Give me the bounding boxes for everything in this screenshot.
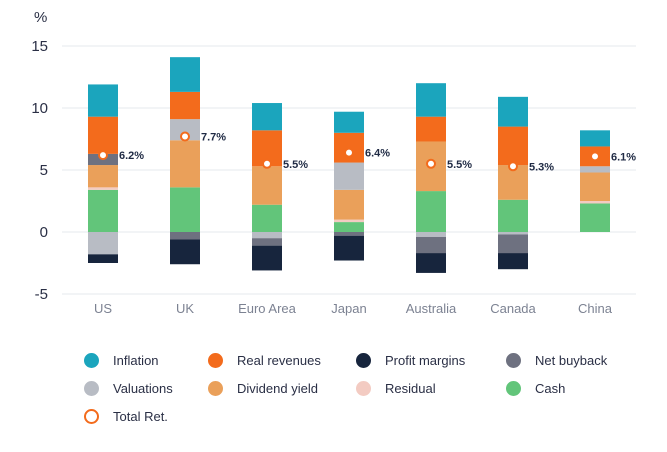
x-category-label: China: [578, 301, 613, 316]
total-return-label: 5.5%: [447, 159, 472, 171]
bar-segment: [88, 116, 118, 154]
bar-segment: [498, 253, 528, 270]
y-tick-label: 0: [40, 224, 48, 241]
x-category-label: UK: [176, 301, 194, 316]
x-category-label: Canada: [490, 301, 536, 316]
x-category-label: Australia: [406, 301, 457, 316]
bar-segment: [88, 189, 118, 232]
x-axis-categories: US UK Euro Area Japan Australia Canada China: [94, 301, 613, 316]
bar-segment: [416, 116, 446, 142]
total-return-marker: [98, 150, 108, 161]
bar-segment: [170, 187, 200, 232]
bar-segment: [334, 189, 364, 220]
bar-segment: [580, 203, 610, 232]
bar-segment: [334, 222, 364, 232]
total-return-marker: [590, 151, 600, 162]
total-return-label: 6.2%: [119, 150, 144, 162]
bar-segment: [252, 166, 282, 205]
bar-segment: [170, 57, 200, 92]
bar-segment: [88, 187, 118, 190]
bar-segment: [88, 232, 118, 255]
bar-segment: [580, 172, 610, 201]
bar-segment: [334, 111, 364, 133]
bar-segment: [498, 199, 528, 232]
total-return-label: 7.7%: [201, 132, 226, 144]
y-tick-label: 15: [31, 38, 48, 55]
total-return-marker: [180, 131, 190, 142]
bar-segment: [170, 91, 200, 120]
bar-segment: [498, 234, 528, 254]
bar-segment: [416, 83, 446, 117]
bar-segment: [416, 191, 446, 232]
bar-segment: [498, 232, 528, 235]
bars: [88, 57, 610, 273]
y-tick-label: -5: [35, 286, 48, 303]
total-return-label: 5.5%: [283, 159, 308, 171]
total-return-label: 6.1%: [611, 151, 636, 163]
bar-segment: [580, 201, 610, 204]
y-unit-label: %: [34, 9, 47, 26]
bar-segment: [498, 126, 528, 166]
y-tick-label: 5: [40, 162, 48, 179]
bar-segment: [580, 130, 610, 147]
bar-segment: [416, 236, 446, 254]
bar-segment: [170, 140, 200, 188]
total-return-label: 6.4%: [365, 148, 390, 160]
x-category-label: Euro Area: [238, 301, 297, 316]
bar-segment: [416, 232, 446, 237]
x-category-label: US: [94, 301, 112, 316]
bar-segment: [88, 165, 118, 188]
total-return-markers: 6.2% 7.7% 5.5% 6.4% 5.5% 5.3% 6.1%: [98, 131, 636, 173]
y-tick-label: 10: [31, 100, 48, 117]
total-return-marker: [262, 158, 272, 169]
bar-segment: [88, 84, 118, 117]
y-axis-ticks: -5 0 5 10 15: [31, 38, 48, 303]
bar-segment: [252, 232, 282, 239]
bar-segment: [334, 235, 364, 261]
total-return-marker: [344, 147, 354, 158]
bar-segment: [252, 103, 282, 131]
total-return-marker: [508, 161, 518, 172]
bar-segment: [580, 166, 610, 173]
bar-segment: [170, 239, 200, 265]
bar-segment: [252, 204, 282, 232]
bar-segment: [334, 219, 364, 223]
bar-segment: [252, 238, 282, 246]
bar-segment: [170, 119, 200, 141]
bar-segment: [88, 254, 118, 263]
bar-segment: [416, 253, 446, 273]
bar-segment: [170, 232, 200, 240]
bar-segment: [252, 245, 282, 271]
total-return-marker: [426, 158, 436, 169]
bar-segment: [498, 96, 528, 127]
x-category-label: Japan: [331, 301, 366, 316]
bar-segment: [334, 162, 364, 190]
total-return-label: 5.3%: [529, 161, 554, 173]
bar-segment: [334, 232, 364, 236]
